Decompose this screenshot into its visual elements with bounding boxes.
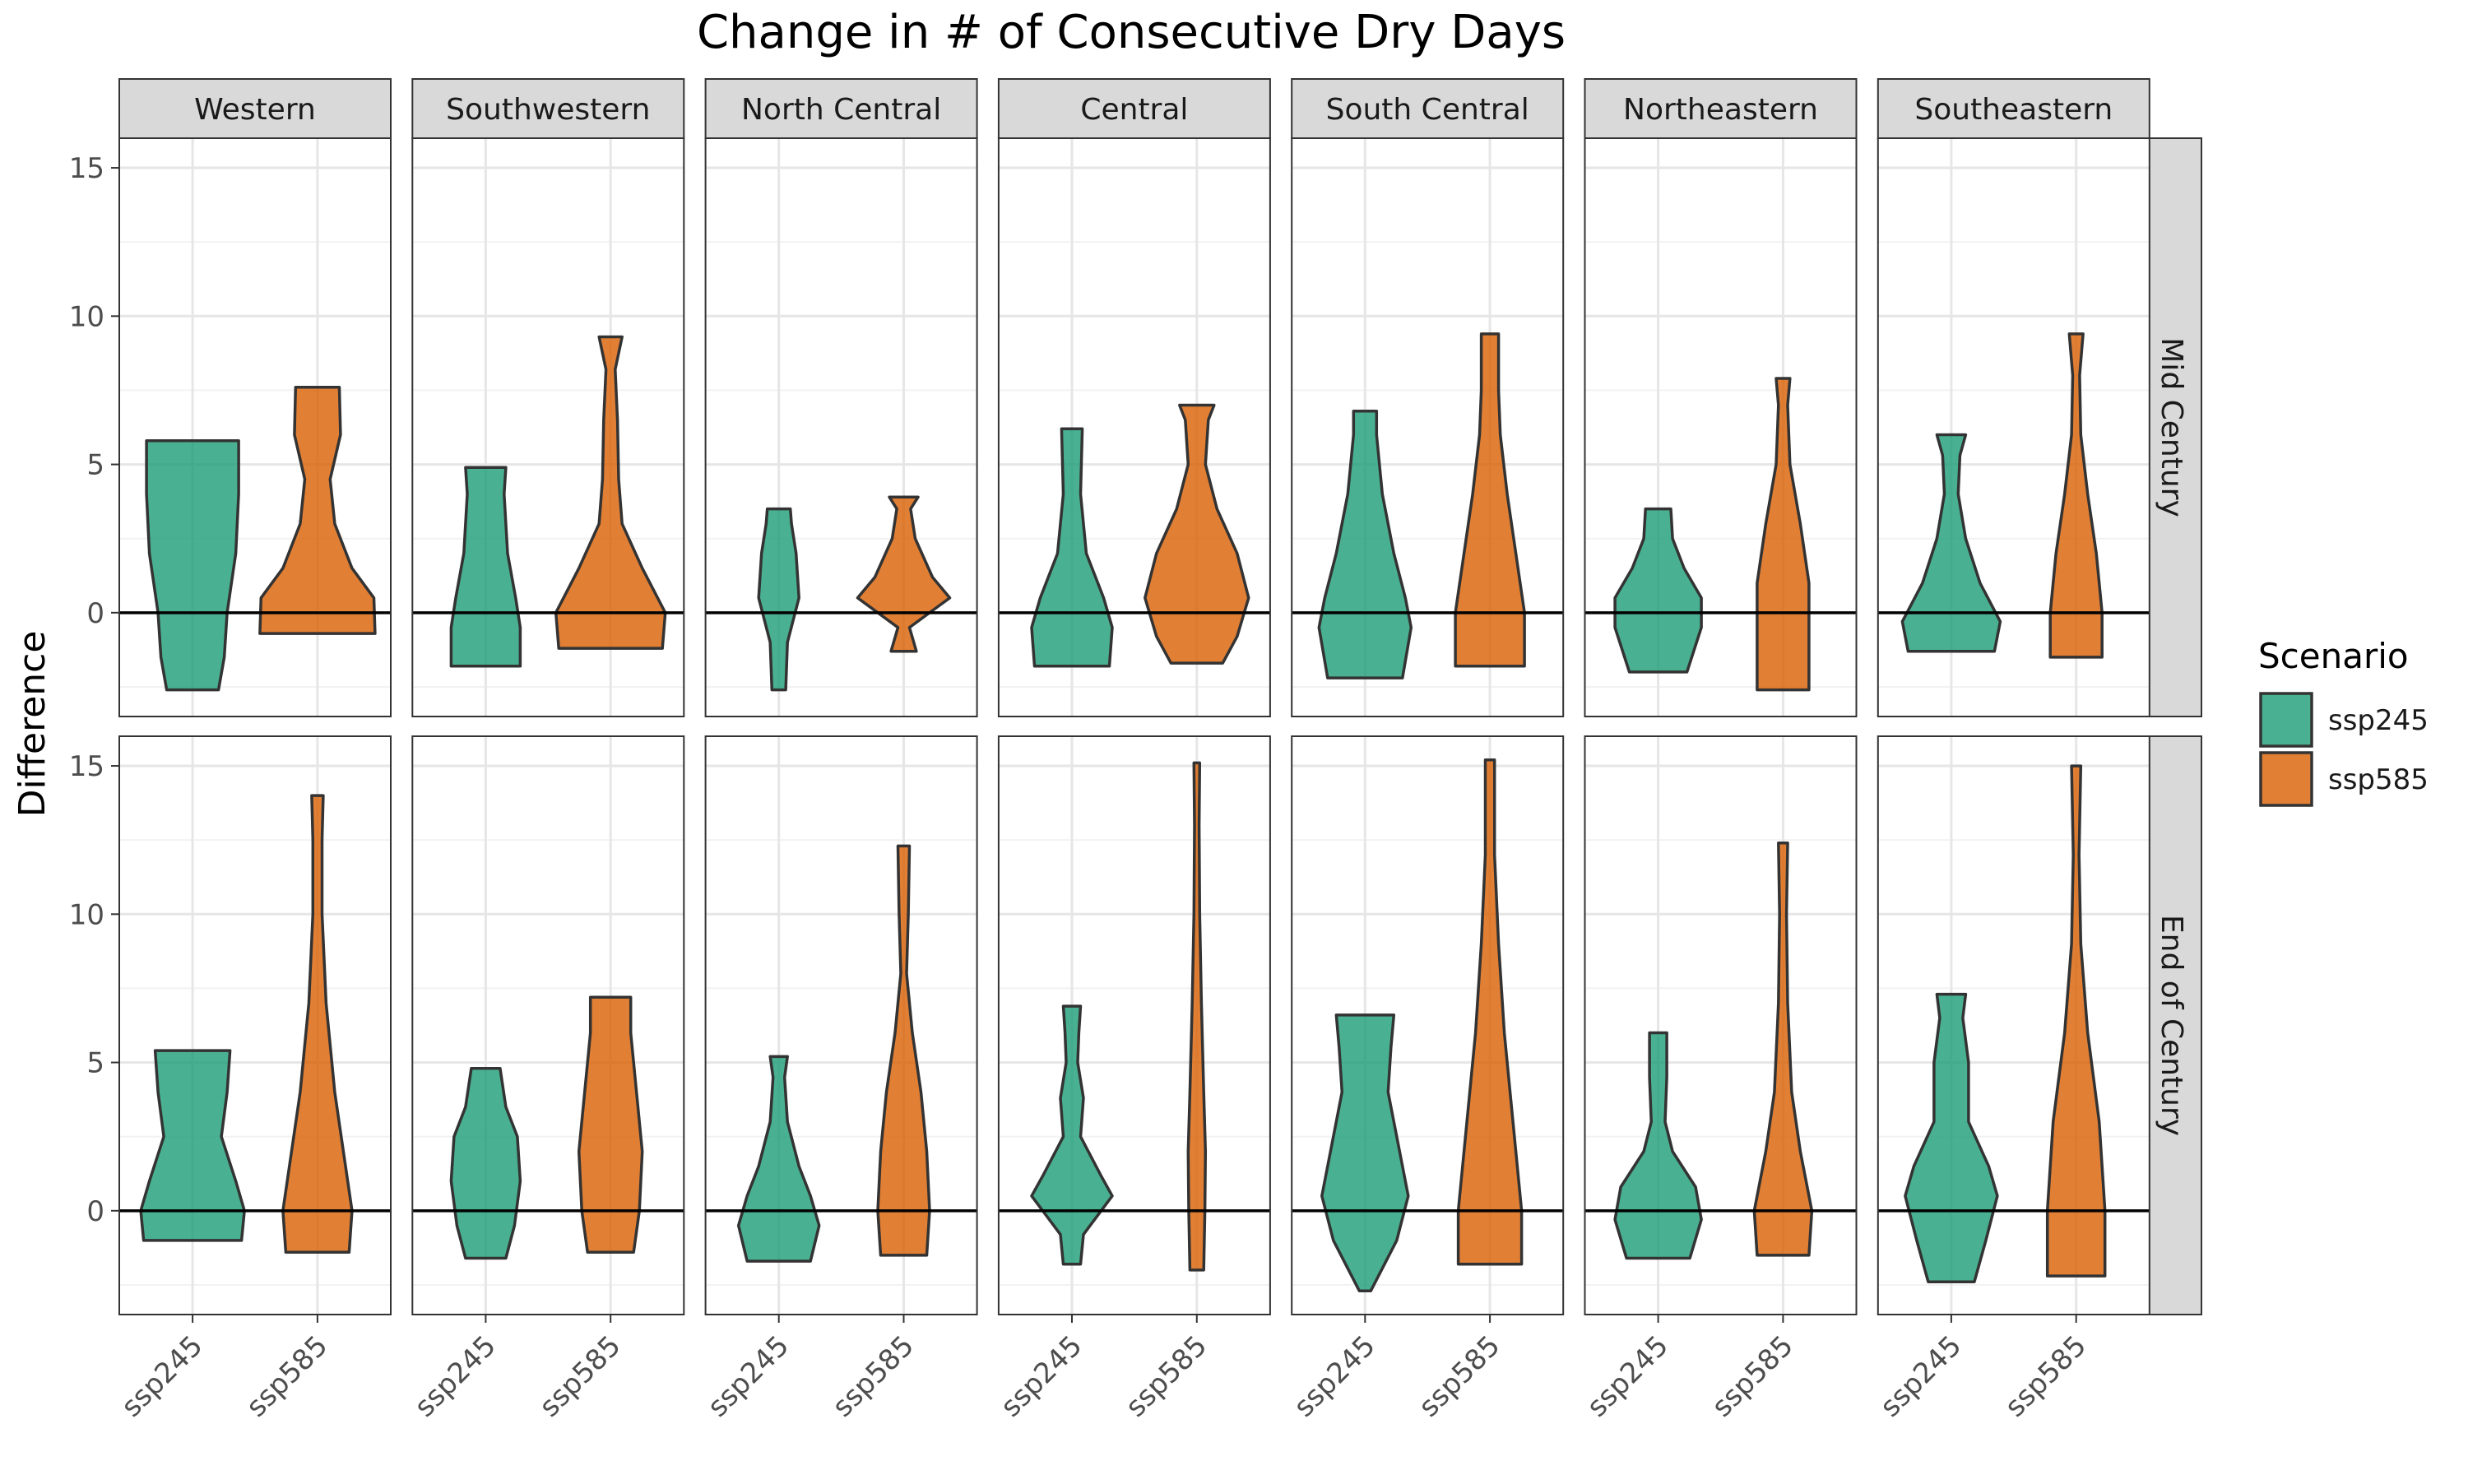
panel-mid-century-northeastern <box>1584 137 1858 717</box>
violin-mid-century-central-ssp585 <box>1144 403 1250 665</box>
panel-border <box>1291 735 1565 1315</box>
panel-border <box>1877 137 2150 717</box>
facet-strip-north-central <box>704 78 978 139</box>
panel-end-of-century-western <box>118 735 392 1315</box>
y-tick-label: 10 <box>69 300 104 333</box>
legend-key-ssp245 <box>2259 692 2313 748</box>
panel-border <box>411 137 685 717</box>
panel-border <box>118 735 392 1315</box>
facet-strip-label-western: Western <box>194 93 316 127</box>
violin-end-of-century-western-ssp585 <box>281 794 354 1254</box>
violin-mid-century-western-ssp585 <box>258 386 377 635</box>
violin-mid-century-south-central-ssp245 <box>1317 409 1413 679</box>
y-axis-label: Difference <box>12 631 53 818</box>
panel-end-of-century-north-central <box>704 735 978 1315</box>
violin-end-of-century-northeastern-ssp245 <box>1613 1031 1703 1260</box>
panel-border <box>118 137 392 717</box>
violin-mid-century-southeastern-ssp585 <box>2048 332 2104 659</box>
panel-background <box>998 736 1270 1315</box>
facet-strip-label-south-central: South Central <box>1326 93 1529 127</box>
panel-border <box>1584 137 1858 717</box>
legend-label-ssp585: ssp585 <box>2328 763 2429 796</box>
panel-border <box>1291 137 1565 717</box>
panel-background <box>412 736 684 1315</box>
violin-end-of-century-central-ssp585 <box>1186 761 1208 1272</box>
panel-border <box>704 137 978 717</box>
violin-end-of-century-central-ssp245 <box>1030 1004 1114 1266</box>
facet-strip-western <box>118 78 392 139</box>
panel-mid-century-central <box>997 137 1271 717</box>
facet-strip-label-northeastern: Northeastern <box>1623 93 1818 127</box>
panel-end-of-century-south-central <box>1291 735 1565 1315</box>
y-tick-label: 10 <box>69 898 104 931</box>
violin-mid-century-northeastern-ssp245 <box>1613 507 1703 674</box>
violin-end-of-century-southeastern-ssp585 <box>2045 764 2107 1278</box>
panel-mid-century-western <box>118 137 392 717</box>
violin-mid-century-western-ssp245 <box>145 438 240 692</box>
legend: Scenario ssp245 ssp585 <box>2258 636 2429 807</box>
y-tick-label: 5 <box>86 1047 104 1080</box>
panel-mid-century-south-central <box>1291 137 1565 717</box>
legend-title: Scenario <box>2258 636 2409 676</box>
violin-end-of-century-south-central-ssp245 <box>1320 1013 1410 1292</box>
panel-border <box>997 137 1271 717</box>
y-tick-label: 0 <box>86 1195 104 1228</box>
panel-border <box>411 735 685 1315</box>
violin-mid-century-southeastern-ssp245 <box>1900 433 2002 653</box>
facet-strip-southwestern <box>411 78 685 139</box>
panel-end-of-century-central <box>997 735 1271 1315</box>
violin-end-of-century-south-central-ssp585 <box>1456 758 1524 1266</box>
panel-end-of-century-southwestern <box>411 735 685 1315</box>
facet-strip-label-north-central: North Central <box>741 93 941 127</box>
panel-border <box>997 735 1271 1315</box>
chart-title: Change in # of Consecutive Dry Days <box>697 6 1566 59</box>
facet-row-label-mid-century: Mid Century <box>2155 337 2188 517</box>
panel-mid-century-north-central <box>704 137 978 717</box>
violin-mid-century-north-central-ssp245 <box>757 507 800 692</box>
legend-label-ssp245: ssp245 <box>2328 704 2429 737</box>
y-tick-label: 15 <box>69 152 104 185</box>
facet-panels: Western Southwestern North Central Central S… <box>69 78 2202 1424</box>
violin-mid-century-central-ssp245 <box>1030 427 1114 668</box>
y-tick-label: 0 <box>86 597 104 630</box>
panel-mid-century-southeastern <box>1877 137 2150 717</box>
facet-strip-label-southeastern: Southeastern <box>1914 93 2113 127</box>
violin-mid-century-southwestern-ssp245 <box>449 466 522 668</box>
panel-end-of-century-northeastern <box>1584 735 1858 1315</box>
panel-border <box>1584 735 1858 1315</box>
y-tick-label: 5 <box>86 449 104 482</box>
panel-background <box>705 138 977 716</box>
facet-strip-label-southwestern: Southwestern <box>446 93 650 127</box>
facet-row-label-end-of-century: End of Century <box>2155 915 2188 1136</box>
violin-end-of-century-northeastern-ssp585 <box>1752 842 1814 1257</box>
panel-mid-century-southwestern <box>411 137 685 717</box>
violin-mid-century-south-central-ssp585 <box>1454 332 1526 668</box>
panel-border <box>1877 735 2150 1315</box>
panel-border <box>704 735 978 1315</box>
facet-strip-southeastern <box>1877 78 2150 139</box>
violin-mid-century-southwestern-ssp585 <box>554 335 667 650</box>
violin-end-of-century-north-central-ssp585 <box>876 844 931 1257</box>
y-tick-label: 15 <box>69 750 104 783</box>
facet-strip-label-central: Central <box>1080 93 1188 127</box>
panel-end-of-century-southeastern <box>1877 735 2150 1315</box>
legend-key-ssp585 <box>2259 751 2313 807</box>
